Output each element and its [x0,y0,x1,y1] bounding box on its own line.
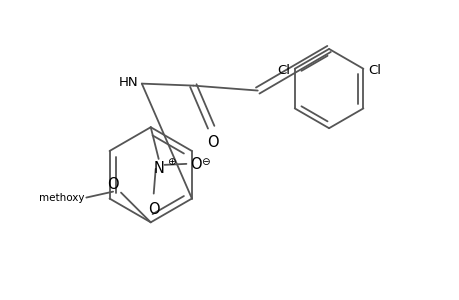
Text: O: O [107,177,119,192]
Text: O: O [190,158,202,172]
Text: Cl: Cl [368,64,381,77]
Text: O: O [148,202,159,217]
Text: ⊕: ⊕ [166,157,175,167]
Text: HN: HN [119,76,139,89]
Text: N: N [153,161,164,176]
Text: O: O [207,135,218,150]
Text: methoxy: methoxy [39,193,84,202]
Text: ⊖: ⊖ [201,157,210,167]
Text: Cl: Cl [276,64,289,77]
